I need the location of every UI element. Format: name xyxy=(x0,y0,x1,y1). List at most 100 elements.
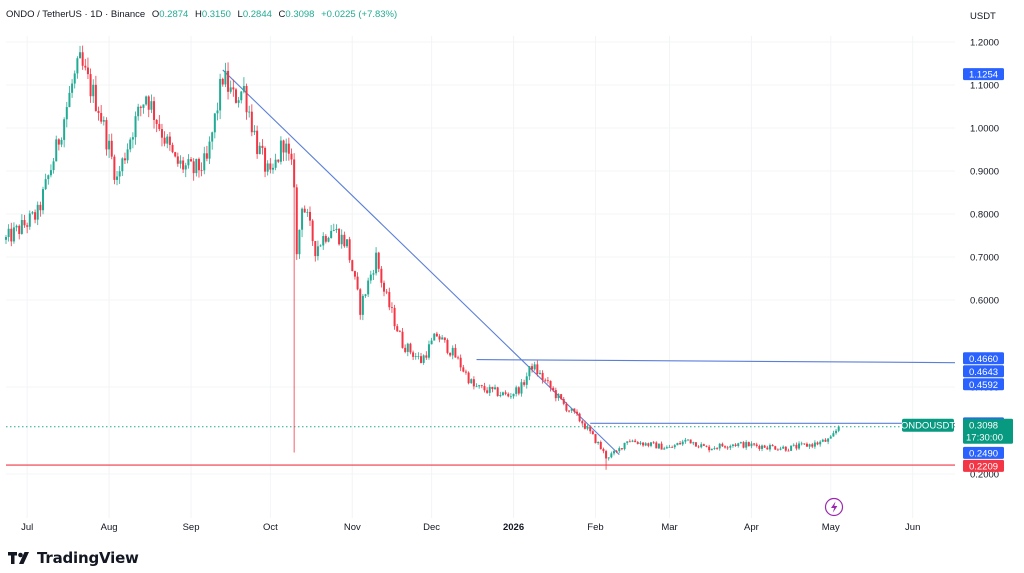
candle xyxy=(264,146,267,178)
price-badge: 0.4592 xyxy=(963,378,1004,391)
candle xyxy=(23,214,26,228)
candle xyxy=(253,125,256,136)
candle xyxy=(494,384,497,391)
candle xyxy=(36,201,39,226)
candle xyxy=(155,119,158,133)
x-axis[interactable]: Jul Aug Sep Oct Nov Dec 2026 Feb Mar Apr May Jun xyxy=(21,522,920,533)
candle xyxy=(451,345,454,360)
candle xyxy=(694,442,697,447)
candle xyxy=(351,259,354,272)
candle xyxy=(290,148,293,165)
candle xyxy=(835,428,838,435)
candle xyxy=(63,117,66,148)
candle xyxy=(123,152,126,165)
candle xyxy=(724,445,727,449)
candle xyxy=(308,206,311,226)
y-tick-label: 0.2000 xyxy=(970,470,999,481)
open-value: 0.2874 xyxy=(159,9,189,20)
candle xyxy=(475,383,478,388)
candle xyxy=(531,363,534,373)
candle xyxy=(808,443,811,449)
candle xyxy=(242,77,245,94)
tradingview-brand[interactable]: TradingView xyxy=(8,549,139,567)
candle xyxy=(827,438,830,445)
candle xyxy=(398,329,401,333)
candle xyxy=(60,137,63,148)
candle xyxy=(401,327,404,349)
candle xyxy=(227,62,230,100)
candle xyxy=(49,164,52,178)
candle xyxy=(139,105,142,117)
candle xyxy=(158,115,161,132)
candle xyxy=(425,351,428,360)
candle xyxy=(517,386,520,396)
candle xyxy=(364,293,367,298)
candle xyxy=(314,240,317,262)
candle xyxy=(237,96,240,108)
candle xyxy=(829,434,832,439)
candle xyxy=(509,393,512,399)
candle xyxy=(311,219,314,246)
candle xyxy=(636,440,639,445)
candle xyxy=(745,440,748,450)
candle xyxy=(832,430,835,437)
tradingview-logo-icon xyxy=(8,552,29,564)
candle xyxy=(71,79,74,98)
candle xyxy=(409,342,412,355)
candle xyxy=(554,387,557,402)
candle xyxy=(388,287,391,311)
open-label: O xyxy=(151,9,160,20)
x-tick-label: Feb xyxy=(587,522,603,533)
lightning-icon[interactable] xyxy=(824,497,844,517)
x-tick-label: Mar xyxy=(661,522,677,533)
candle xyxy=(266,160,269,176)
candle xyxy=(145,95,148,106)
candle xyxy=(420,353,423,364)
candle xyxy=(330,225,333,239)
candle xyxy=(562,397,565,406)
candle xyxy=(68,86,71,108)
candle xyxy=(610,451,613,459)
candle xyxy=(372,269,375,281)
candle xyxy=(443,337,446,343)
candle xyxy=(5,234,7,245)
candle xyxy=(631,439,634,443)
price-badge-label: 0.4592 xyxy=(969,380,998,391)
candle xyxy=(702,443,705,446)
candle xyxy=(406,342,409,357)
candle xyxy=(422,354,425,365)
candle xyxy=(790,445,793,451)
candle xyxy=(248,105,251,118)
candle xyxy=(131,132,134,149)
grid-lines xyxy=(6,36,955,518)
y-axis[interactable]: 1.2000 1.1000 1.0000 0.9000 0.8000 0.7000 0.60… xyxy=(970,38,999,481)
y-tick-label: 1.1000 xyxy=(970,81,999,92)
candle xyxy=(12,222,15,244)
trend-line[interactable] xyxy=(476,359,956,364)
candle xyxy=(607,457,610,461)
candle xyxy=(20,214,23,235)
candle xyxy=(343,231,346,248)
candle xyxy=(153,96,156,129)
candle xyxy=(353,270,356,280)
candle xyxy=(208,136,211,165)
candle xyxy=(816,441,819,446)
candle xyxy=(390,302,393,313)
candle xyxy=(168,132,171,151)
candle xyxy=(213,113,216,139)
candle xyxy=(414,353,417,360)
candle xyxy=(784,446,787,452)
y-tick-label: 1.2000 xyxy=(970,38,999,49)
candle xyxy=(7,224,10,242)
candle xyxy=(549,380,552,392)
candle xyxy=(774,445,777,450)
candle xyxy=(190,156,193,162)
candle xyxy=(102,116,105,126)
candle xyxy=(718,442,721,451)
symbol-title[interactable]: ONDO / TetherUS · 1D · Binance xyxy=(6,9,146,20)
candle xyxy=(650,441,653,448)
candle xyxy=(319,244,322,247)
candle xyxy=(42,186,45,215)
